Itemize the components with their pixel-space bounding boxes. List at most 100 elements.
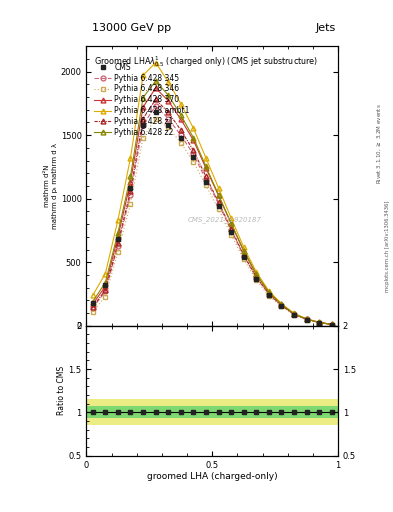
Pythia 6.428 346 [128, 201, 133, 207]
Pythia 6.428 ambt1 [254, 269, 259, 275]
Pythia 6.428 z1 [178, 127, 183, 133]
Pythia 6.428 370 [90, 301, 95, 307]
Pythia 6.428 ambt1 [178, 101, 183, 107]
Pythia 6.428 ambt1 [116, 217, 120, 223]
Pythia 6.428 345 [103, 288, 108, 294]
Pythia 6.428 z2 [166, 92, 171, 98]
Pythia 6.428 z2 [292, 311, 296, 317]
Text: Rivet 3.1.10, $\geq$ 3.2M events: Rivet 3.1.10, $\geq$ 3.2M events [375, 103, 383, 184]
Pythia 6.428 370 [279, 302, 284, 308]
Pythia 6.428 370 [191, 137, 196, 143]
Pythia 6.428 370 [204, 165, 208, 171]
Pythia 6.428 z1 [204, 174, 208, 180]
Pythia 6.428 345 [166, 116, 171, 122]
Pythia 6.428 345 [229, 227, 233, 233]
Bar [86, 407, 338, 418]
Pythia 6.428 z1 [103, 287, 108, 293]
Pythia 6.428 345 [204, 177, 208, 183]
CMS [90, 300, 95, 306]
Pythia 6.428 345 [254, 274, 259, 280]
Pythia 6.428 ambt1 [153, 59, 158, 66]
Line: Pythia 6.428 z1: Pythia 6.428 z1 [90, 97, 334, 327]
CMS [204, 179, 208, 185]
CMS [191, 154, 196, 160]
Pythia 6.428 ambt1 [317, 319, 321, 325]
Pythia 6.428 ambt1 [304, 316, 309, 322]
Pythia 6.428 z1 [116, 240, 120, 246]
Pythia 6.428 ambt1 [279, 301, 284, 307]
CMS [329, 322, 334, 328]
Pythia 6.428 346 [216, 206, 221, 212]
Pythia 6.428 z1 [329, 322, 334, 328]
Pythia 6.428 z2 [254, 271, 259, 278]
Pythia 6.428 370 [166, 98, 171, 104]
CMS [254, 275, 259, 282]
Y-axis label: Ratio to CMS: Ratio to CMS [57, 366, 66, 415]
CMS [229, 229, 233, 235]
Line: CMS: CMS [90, 110, 334, 327]
Pythia 6.428 ambt1 [266, 288, 271, 294]
CMS [216, 203, 221, 209]
Pythia 6.428 370 [116, 234, 120, 240]
Pythia 6.428 z1 [292, 311, 296, 317]
Pythia 6.428 ambt1 [141, 72, 145, 78]
Pythia 6.428 z2 [128, 174, 133, 180]
CMS [103, 282, 108, 288]
Pythia 6.428 z2 [204, 163, 208, 169]
Pythia 6.428 z2 [90, 298, 95, 305]
Pythia 6.428 z1 [317, 319, 321, 326]
Pythia 6.428 z1 [141, 116, 145, 122]
Pythia 6.428 ambt1 [90, 292, 95, 298]
Pythia 6.428 345 [279, 303, 284, 309]
Pythia 6.428 346 [241, 256, 246, 262]
Pythia 6.428 370 [229, 220, 233, 226]
Pythia 6.428 346 [178, 140, 183, 146]
X-axis label: groomed LHA (charged-only): groomed LHA (charged-only) [147, 472, 277, 481]
Pythia 6.428 346 [153, 116, 158, 122]
Pythia 6.428 z2 [279, 301, 284, 307]
Pythia 6.428 z2 [317, 319, 321, 326]
Line: Pythia 6.428 ambt1: Pythia 6.428 ambt1 [90, 60, 334, 327]
Pythia 6.428 370 [304, 316, 309, 322]
Pythia 6.428 345 [141, 122, 145, 128]
Pythia 6.428 z1 [153, 96, 158, 102]
CMS [279, 303, 284, 309]
Pythia 6.428 346 [317, 319, 321, 326]
Pythia 6.428 z1 [254, 274, 259, 280]
Pythia 6.428 370 [317, 319, 321, 326]
Pythia 6.428 z2 [153, 78, 158, 84]
Pythia 6.428 z2 [266, 289, 271, 295]
Pythia 6.428 346 [229, 231, 233, 238]
Pythia 6.428 z2 [103, 280, 108, 286]
Text: CMS_2021_I1920187: CMS_2021_I1920187 [188, 216, 262, 223]
Pythia 6.428 370 [241, 248, 246, 254]
Pythia 6.428 370 [128, 179, 133, 185]
Pythia 6.428 370 [216, 193, 221, 199]
Pythia 6.428 345 [90, 305, 95, 311]
Pythia 6.428 z2 [116, 230, 120, 236]
Pythia 6.428 345 [266, 291, 271, 297]
Pythia 6.428 370 [178, 116, 183, 122]
Pythia 6.428 z1 [304, 316, 309, 323]
Pythia 6.428 370 [292, 311, 296, 317]
CMS [292, 311, 296, 317]
Pythia 6.428 z2 [241, 248, 246, 254]
Pythia 6.428 346 [304, 316, 309, 323]
Line: Pythia 6.428 346: Pythia 6.428 346 [90, 116, 334, 327]
Pythia 6.428 ambt1 [191, 125, 196, 131]
Pythia 6.428 370 [329, 322, 334, 328]
Pythia 6.428 346 [329, 322, 334, 328]
Pythia 6.428 ambt1 [166, 79, 171, 85]
Pythia 6.428 z1 [166, 109, 171, 115]
Pythia 6.428 345 [191, 151, 196, 157]
CMS [178, 135, 183, 141]
Pythia 6.428 370 [103, 283, 108, 289]
Pythia 6.428 345 [116, 243, 120, 249]
Pythia 6.428 370 [266, 289, 271, 295]
Pythia 6.428 z1 [128, 188, 133, 194]
Pythia 6.428 ambt1 [204, 155, 208, 161]
Pythia 6.428 346 [90, 309, 95, 315]
Pythia 6.428 346 [191, 159, 196, 165]
CMS [141, 122, 145, 128]
Pythia 6.428 345 [128, 192, 133, 198]
